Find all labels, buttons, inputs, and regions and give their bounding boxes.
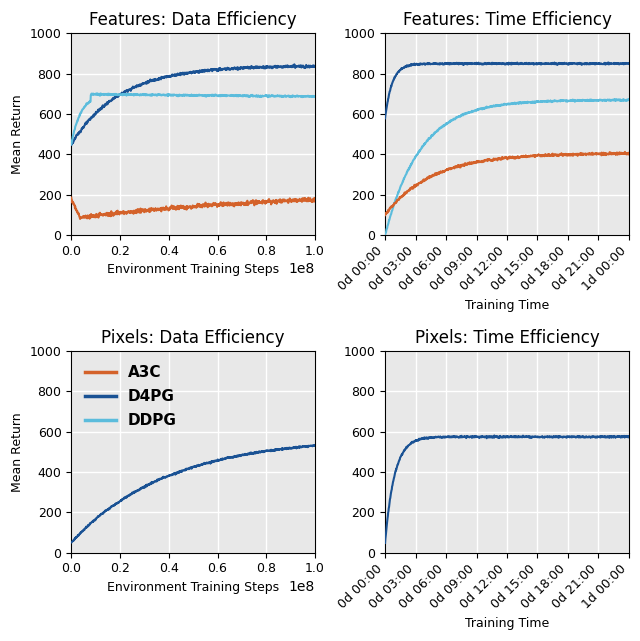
X-axis label: Training Time: Training Time <box>465 617 549 630</box>
Y-axis label: Mean Return: Mean Return <box>11 412 24 492</box>
Legend: A3C, D4PG, DDPG: A3C, D4PG, DDPG <box>79 359 183 435</box>
Y-axis label: Mean Return: Mean Return <box>11 94 24 174</box>
Title: Pixels: Time Efficiency: Pixels: Time Efficiency <box>415 329 600 347</box>
X-axis label: Training Time: Training Time <box>465 299 549 312</box>
X-axis label: Environment Training Steps: Environment Training Steps <box>107 581 279 594</box>
Title: Features: Time Efficiency: Features: Time Efficiency <box>403 11 611 29</box>
Title: Features: Data Efficiency: Features: Data Efficiency <box>90 11 297 29</box>
Title: Pixels: Data Efficiency: Pixels: Data Efficiency <box>101 329 285 347</box>
X-axis label: Environment Training Steps: Environment Training Steps <box>107 263 279 276</box>
